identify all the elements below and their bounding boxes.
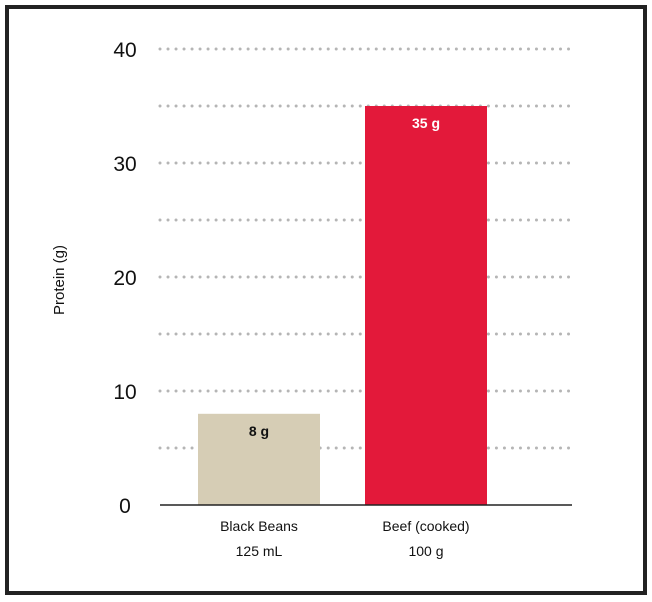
bar: [365, 106, 487, 505]
category-labels: Black Beans 125 mL Beef (cooked) 100 g: [220, 518, 470, 559]
chart-frame: [5, 5, 647, 595]
y-tick-label: 0: [119, 495, 131, 518]
bars: 8 g 35 g: [198, 106, 487, 505]
bar-data-label: 8 g: [249, 423, 269, 439]
category-label-line2: 100 g: [408, 543, 443, 559]
bar-data-label: 35 g: [412, 115, 440, 131]
y-tick-labels: 0 10 20 30 40: [113, 39, 136, 518]
category-label-line1: Black Beans: [220, 518, 298, 534]
y-tick-label: 20: [113, 267, 136, 290]
y-tick-label: 10: [113, 381, 136, 404]
bar: [198, 413, 320, 505]
y-tick-label: 40: [113, 39, 136, 62]
y-axis-label: Protein (g): [51, 245, 68, 315]
category-label-line2: 125 mL: [236, 543, 283, 559]
category-label-line1: Beef (cooked): [382, 518, 469, 534]
y-tick-label: 30: [113, 153, 136, 176]
grid-lines: [158, 47, 574, 450]
